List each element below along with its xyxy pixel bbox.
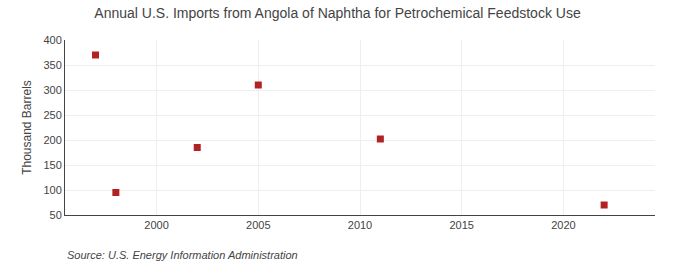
svg-text:Source: U.S. Energy Informatio: Source: U.S. Energy Information Administ… [67,249,298,261]
svg-text:200: 200 [43,134,61,146]
svg-text:350: 350 [43,59,61,71]
svg-text:250: 250 [43,109,61,121]
svg-text:100: 100 [43,184,61,196]
svg-text:150: 150 [43,159,61,171]
svg-text:300: 300 [43,84,61,96]
svg-text:2020: 2020 [551,219,575,231]
svg-text:2005: 2005 [246,219,270,231]
svg-text:Annual U.S. Imports from Angol: Annual U.S. Imports from Angola of Napht… [94,5,581,21]
svg-text:Thousand Barrels: Thousand Barrels [20,80,34,175]
svg-text:2000: 2000 [144,219,168,231]
svg-text:400: 400 [43,34,61,46]
svg-text:2015: 2015 [449,219,473,231]
svg-text:50: 50 [50,209,62,221]
svg-text:2010: 2010 [348,219,372,231]
